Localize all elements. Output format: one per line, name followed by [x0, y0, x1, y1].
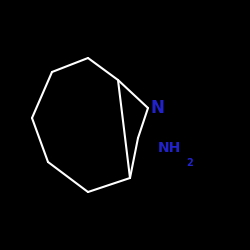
- Text: N: N: [150, 99, 164, 117]
- Text: NH: NH: [158, 140, 181, 154]
- Text: 2: 2: [186, 158, 193, 168]
